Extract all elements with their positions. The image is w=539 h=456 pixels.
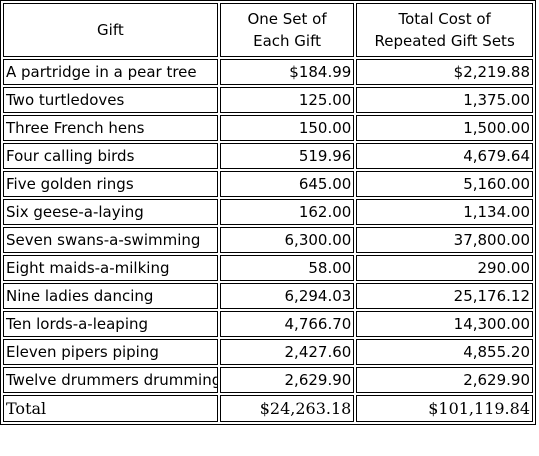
- table-row: Seven swans-a-swimming 6,300.00 37,800.0…: [3, 227, 533, 253]
- table-row: Eleven pipers piping 2,427.60 4,855.20: [3, 339, 533, 365]
- one-set-cell: 4,766.70: [219, 311, 355, 337]
- table-row: Five golden rings 645.00 5,160.00: [3, 171, 533, 197]
- total-cost-cell: 2,629.90: [356, 367, 533, 393]
- gift-name-cell: Six geese-a-laying: [3, 199, 218, 225]
- table-row: Six geese-a-laying 162.00 1,134.00: [3, 199, 533, 225]
- one-set-cell: 150.00: [219, 115, 355, 141]
- total-cost-cell: 290.00: [356, 255, 533, 281]
- gift-cost-table-container: Gift One Set of Each Gift Total Cost of …: [0, 0, 536, 425]
- gift-cost-table: Gift One Set of Each Gift Total Cost of …: [0, 0, 536, 425]
- table-row: Nine ladies dancing 6,294.03 25,176.12: [3, 283, 533, 309]
- gift-name-cell: Eight maids-a-milking: [3, 255, 218, 281]
- header-total-cost-line1: Total Cost of: [398, 10, 491, 28]
- total-cost-cell: 37,800.00: [356, 227, 533, 253]
- header-gift: Gift: [3, 3, 218, 57]
- total-cost-cell: 14,300.00: [356, 311, 533, 337]
- gift-name-cell: Eleven pipers piping: [3, 339, 218, 365]
- total-cost-cell: 5,160.00: [356, 171, 533, 197]
- table-footer: Total $24,263.18 $101,119.84: [3, 395, 533, 422]
- one-set-cell: 6,294.03: [219, 283, 355, 309]
- table-header: Gift One Set of Each Gift Total Cost of …: [3, 3, 533, 57]
- total-cost-sum: $101,119.84: [356, 395, 533, 422]
- total-label: Total: [3, 395, 218, 422]
- table-row: Twelve drummers drumming 2,629.90 2,629.…: [3, 367, 533, 393]
- one-set-cell: 2,629.90: [219, 367, 355, 393]
- gift-name-cell: Four calling birds: [3, 143, 218, 169]
- gift-name-cell: Ten lords-a-leaping: [3, 311, 218, 337]
- one-set-cell: 2,427.60: [219, 339, 355, 365]
- one-set-cell: 519.96: [219, 143, 355, 169]
- gift-name-cell: Five golden rings: [3, 171, 218, 197]
- table-body: A partridge in a pear tree $184.99 $2,21…: [3, 59, 533, 393]
- one-set-cell: 58.00: [219, 255, 355, 281]
- table-row: A partridge in a pear tree $184.99 $2,21…: [3, 59, 533, 85]
- table-row: Two turtledoves 125.00 1,375.00: [3, 87, 533, 113]
- total-row: Total $24,263.18 $101,119.84: [3, 395, 533, 422]
- total-cost-cell: 1,500.00: [356, 115, 533, 141]
- gift-name-cell: Nine ladies dancing: [3, 283, 218, 309]
- gift-name-cell: Three French hens: [3, 115, 218, 141]
- table-row: Eight maids-a-milking 58.00 290.00: [3, 255, 533, 281]
- header-one-set-line2: Each Gift: [253, 32, 321, 50]
- one-set-cell: 645.00: [219, 171, 355, 197]
- table-row: Ten lords-a-leaping 4,766.70 14,300.00: [3, 311, 533, 337]
- gift-name-cell: Seven swans-a-swimming: [3, 227, 218, 253]
- total-cost-cell: 1,375.00: [356, 87, 533, 113]
- header-one-set: One Set of Each Gift: [219, 3, 355, 57]
- header-gift-label: Gift: [97, 21, 124, 39]
- header-row: Gift One Set of Each Gift Total Cost of …: [3, 3, 533, 57]
- header-total-cost-line2: Repeated Gift Sets: [374, 32, 515, 50]
- gift-name-cell: Two turtledoves: [3, 87, 218, 113]
- table-row: Four calling birds 519.96 4,679.64: [3, 143, 533, 169]
- gift-name-cell: A partridge in a pear tree: [3, 59, 218, 85]
- total-one-set: $24,263.18: [219, 395, 355, 422]
- total-cost-cell: 4,855.20: [356, 339, 533, 365]
- one-set-cell: $184.99: [219, 59, 355, 85]
- one-set-cell: 125.00: [219, 87, 355, 113]
- header-one-set-line1: One Set of: [247, 10, 327, 28]
- table-row: Three French hens 150.00 1,500.00: [3, 115, 533, 141]
- total-cost-cell: 25,176.12: [356, 283, 533, 309]
- gift-name-cell: Twelve drummers drumming: [3, 367, 218, 393]
- total-cost-cell: 1,134.00: [356, 199, 533, 225]
- total-cost-cell: 4,679.64: [356, 143, 533, 169]
- one-set-cell: 162.00: [219, 199, 355, 225]
- one-set-cell: 6,300.00: [219, 227, 355, 253]
- header-total-cost: Total Cost of Repeated Gift Sets: [356, 3, 533, 57]
- total-cost-cell: $2,219.88: [356, 59, 533, 85]
